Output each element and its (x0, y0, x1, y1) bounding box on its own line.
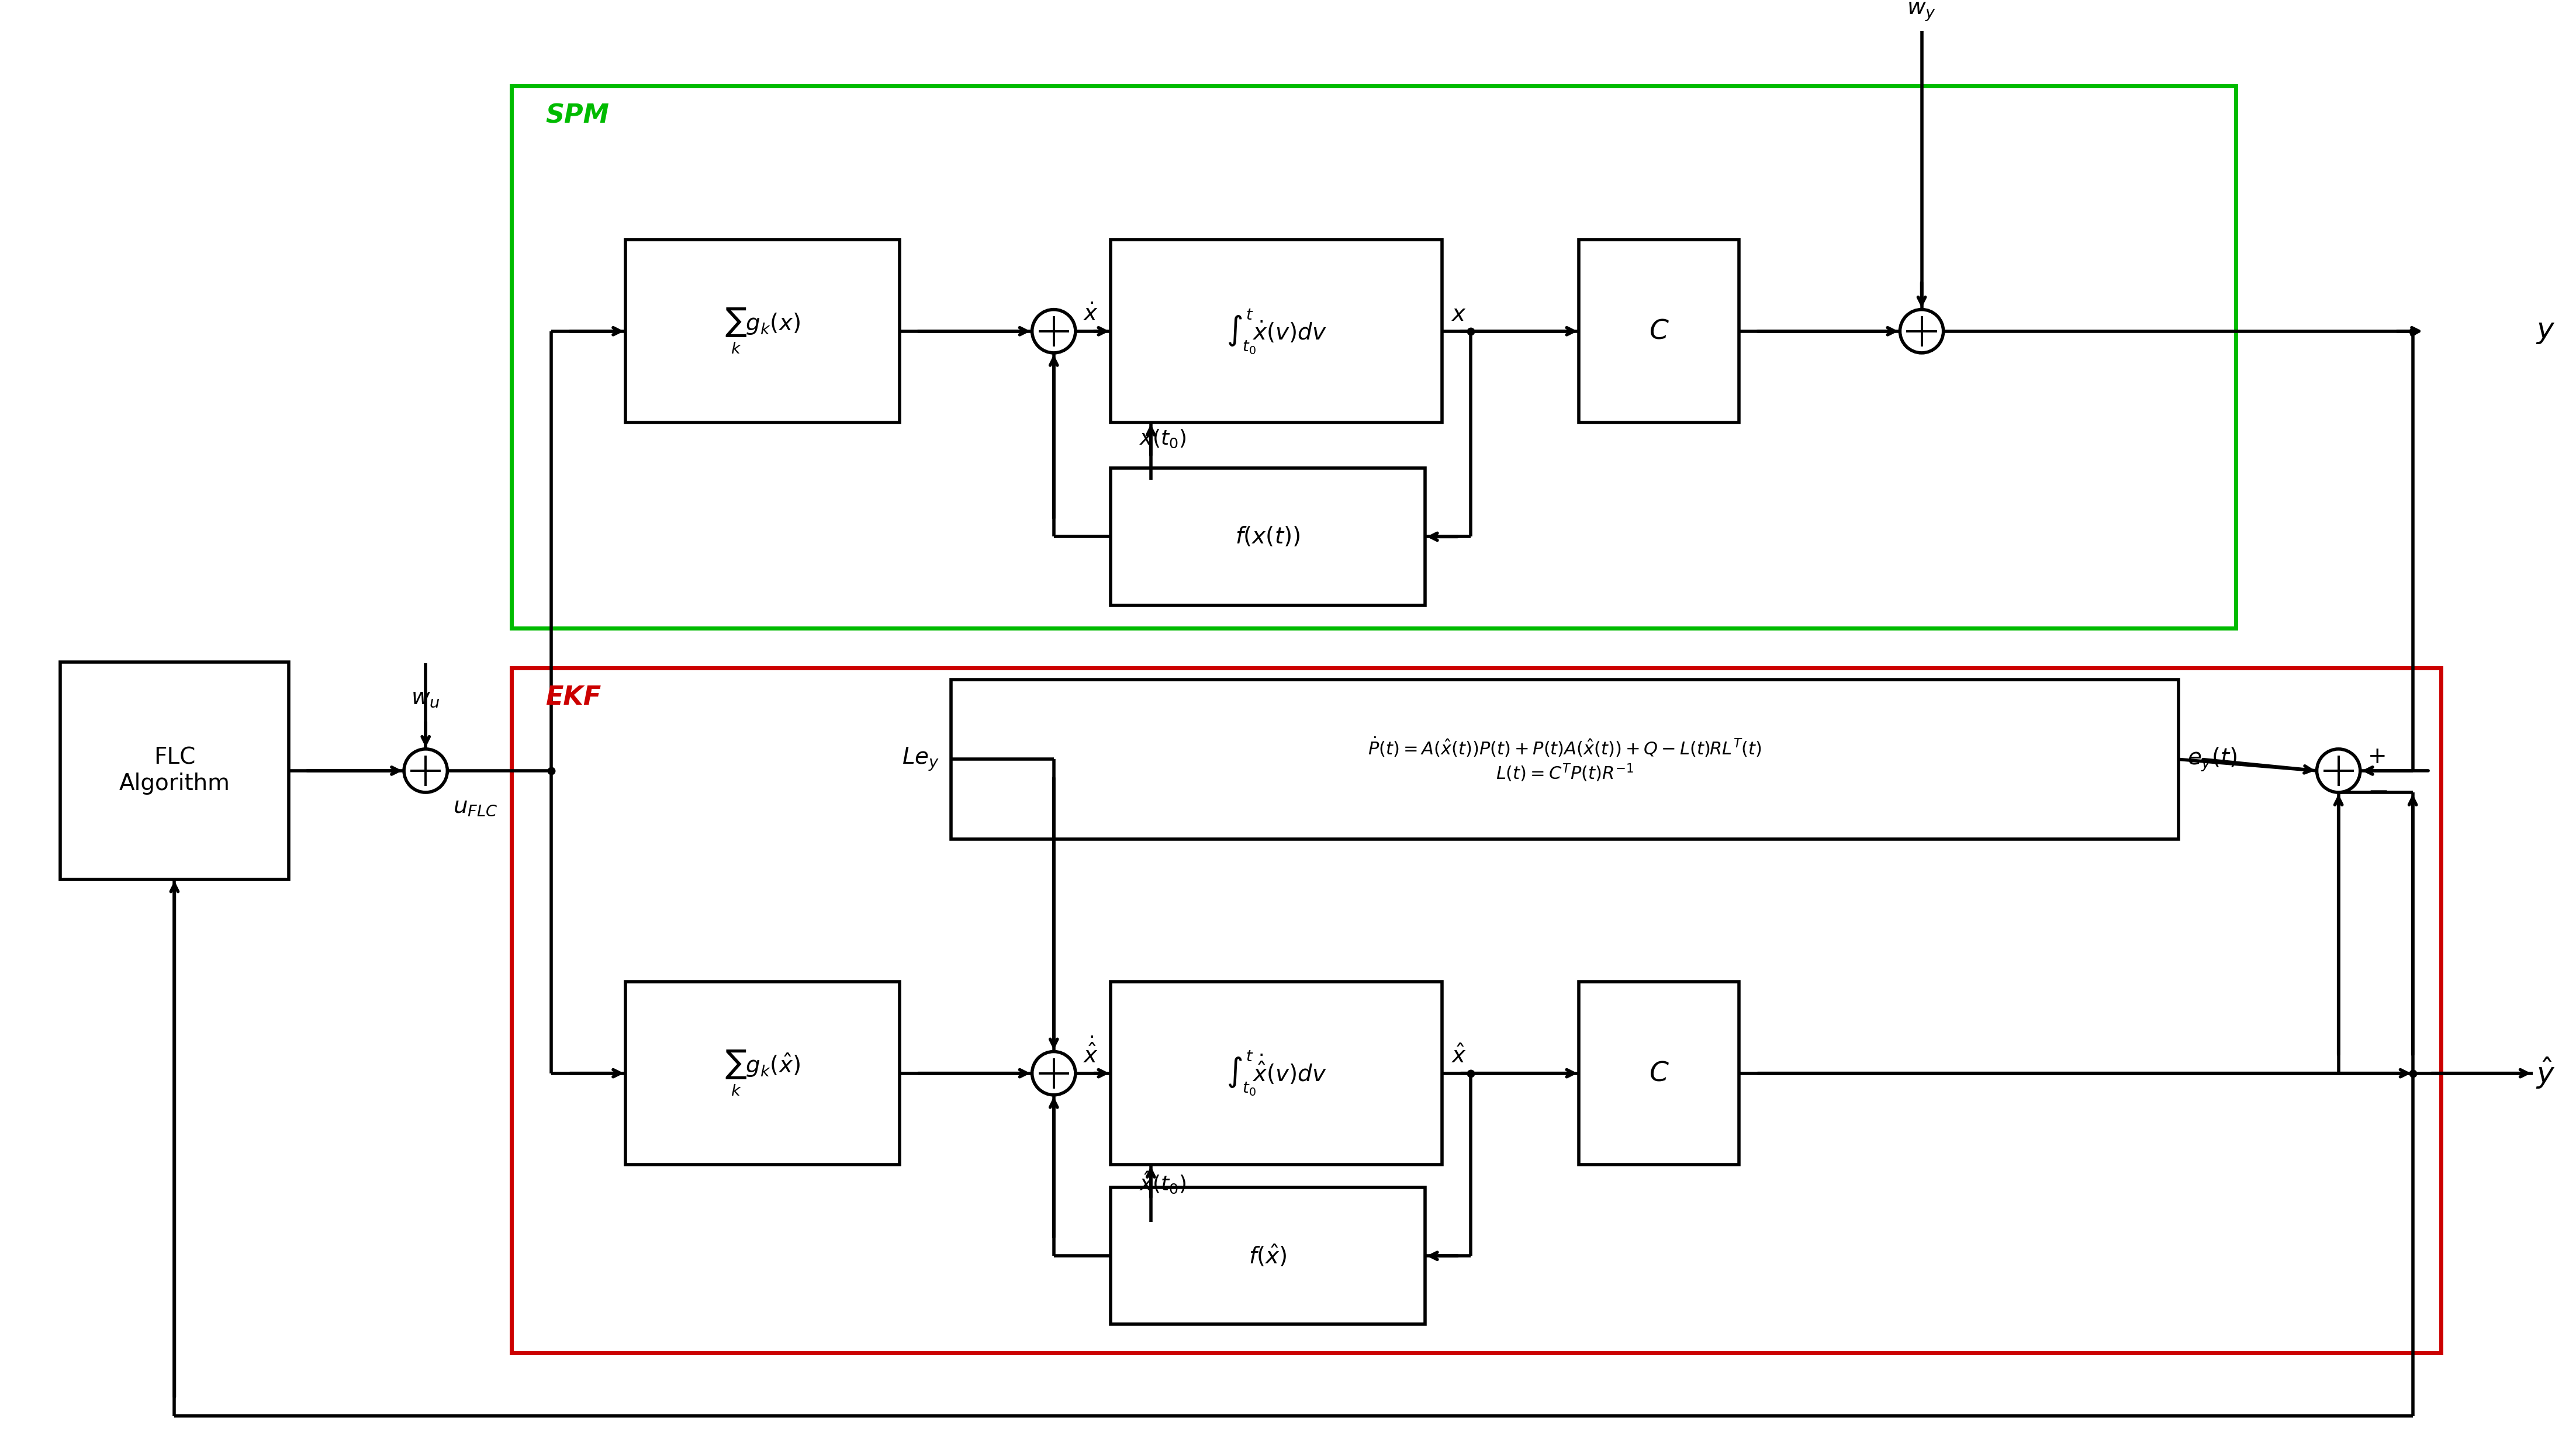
Bar (1110, 981, 1443, 1164)
Circle shape (1033, 1052, 1074, 1095)
Circle shape (1033, 310, 1074, 353)
Text: $x$: $x$ (1450, 303, 1466, 326)
Text: $x(t_0)$: $x(t_0)$ (1139, 428, 1188, 450)
Text: $w_u$: $w_u$ (412, 687, 440, 709)
Circle shape (404, 749, 448, 793)
Text: $\dot{\hat{x}}$: $\dot{\hat{x}}$ (1082, 1038, 1097, 1068)
Bar (59, 663, 289, 879)
Bar (951, 679, 2179, 839)
Bar (626, 981, 899, 1164)
Text: $u_{FLC}$: $u_{FLC}$ (453, 795, 497, 817)
Bar (510, 669, 2442, 1353)
Bar (1579, 981, 1739, 1164)
Circle shape (2316, 749, 2360, 793)
Bar (1110, 1187, 1425, 1324)
Text: FLC
Algorithm: FLC Algorithm (118, 746, 229, 794)
Text: $C$: $C$ (1649, 318, 1669, 344)
Text: $\int_{t_0}^{t}\!\dot{x}(v)dv$: $\int_{t_0}^{t}\!\dot{x}(v)dv$ (1226, 307, 1327, 354)
Text: EKF: EKF (546, 684, 600, 710)
Text: $w_y$: $w_y$ (1906, 1, 1937, 23)
Text: $\dot{x}$: $\dot{x}$ (1082, 303, 1097, 326)
Text: $f(x(t))$: $f(x(t))$ (1236, 526, 1301, 548)
Bar (1110, 468, 1425, 605)
Text: SPM: SPM (546, 102, 611, 128)
Bar (626, 239, 899, 422)
Text: $Le_y$: $Le_y$ (902, 746, 940, 772)
Text: $\sum_k g_k(\hat{x})$: $\sum_k g_k(\hat{x})$ (724, 1049, 801, 1098)
Text: $e_y(t)$: $e_y(t)$ (2187, 745, 2236, 772)
Bar (1110, 239, 1443, 422)
Text: $\hat{y}$: $\hat{y}$ (2535, 1056, 2555, 1091)
Text: $y$: $y$ (2535, 317, 2555, 346)
Text: $\sum_k g_k(x)$: $\sum_k g_k(x)$ (724, 307, 801, 356)
Text: $+$: $+$ (2367, 745, 2385, 768)
Text: $-$: $-$ (2367, 778, 2388, 803)
Bar (510, 85, 2236, 628)
Text: $\hat{x}$: $\hat{x}$ (1450, 1045, 1466, 1068)
Bar (1579, 239, 1739, 422)
Text: $\int_{t_0}^{t}\!\dot{\hat{x}}(v)dv$: $\int_{t_0}^{t}\!\dot{\hat{x}}(v)dv$ (1226, 1049, 1327, 1097)
Text: $\hat{x}(t_0)$: $\hat{x}(t_0)$ (1139, 1170, 1188, 1195)
Text: $\dot{P}(t)=A(\hat{x}(t))P(t)+P(t)A(\hat{x}(t))+Q-L(t)RL^T(t)$
$L(t)=C^T P(t)R^{: $\dot{P}(t)=A(\hat{x}(t))P(t)+P(t)A(\hat… (1368, 735, 1762, 784)
Text: $C$: $C$ (1649, 1061, 1669, 1087)
Circle shape (1901, 310, 1942, 353)
Text: $f(\hat{x})$: $f(\hat{x})$ (1249, 1244, 1288, 1268)
